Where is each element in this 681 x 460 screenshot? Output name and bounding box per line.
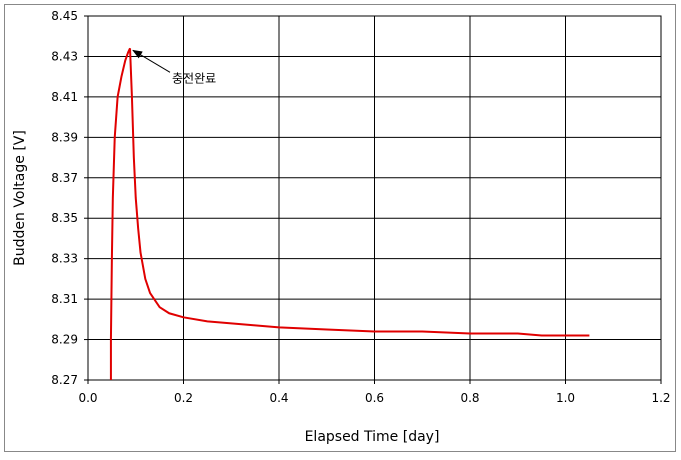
y-tick-label: 8.35 (51, 211, 78, 225)
y-tick-label: 8.39 (51, 130, 78, 144)
y-tick-label: 8.37 (51, 171, 78, 185)
y-tick-label: 8.45 (51, 9, 78, 23)
annotation: 충전완료 (172, 71, 216, 85)
x-tick-label: 0.4 (269, 391, 288, 405)
y-axis-title: Budden Voltage [V] (12, 130, 28, 266)
y-tick-label: 8.33 (51, 252, 78, 266)
y-tick-label: 8.41 (51, 90, 78, 104)
y-tick-label: 8.29 (51, 333, 78, 347)
x-tick-label: 0.6 (365, 391, 384, 405)
data-line (109, 47, 590, 380)
x-tick-label: 0.2 (174, 391, 193, 405)
y-tick-label: 8.27 (51, 373, 78, 387)
x-axis-title: Elapsed Time [day] (305, 429, 440, 445)
annotation-arrow (132, 49, 171, 73)
y-tick-label: 8.31 (51, 292, 78, 306)
x-tick-label: 1.0 (556, 391, 575, 405)
x-tick-label: 0.0 (78, 391, 97, 405)
x-tick-label: 1.2 (651, 391, 670, 405)
y-tick-label: 8.43 (51, 49, 78, 63)
x-tick-label: 0.8 (460, 391, 479, 405)
